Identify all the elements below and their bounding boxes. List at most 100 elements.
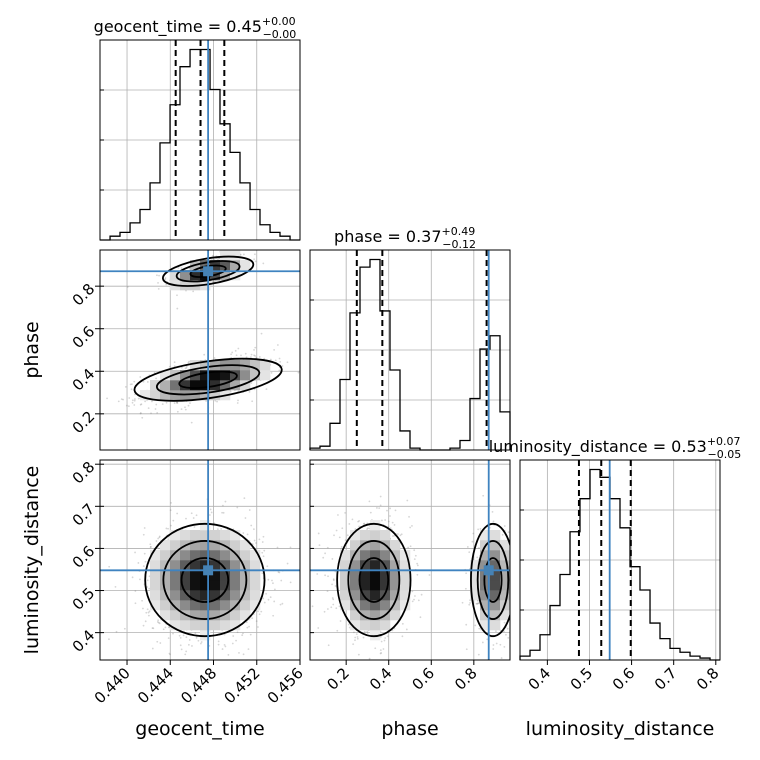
density-cell <box>500 570 510 581</box>
density-cell <box>500 560 510 571</box>
sample-point <box>151 627 154 629</box>
density-cell <box>220 570 231 581</box>
sample-point <box>304 360 306 362</box>
density-cell <box>160 550 171 561</box>
sample-point <box>242 632 244 635</box>
density-cell <box>200 560 211 571</box>
density-cell <box>190 380 201 391</box>
sample-point <box>168 365 171 368</box>
density-cell <box>200 550 211 561</box>
sample-point <box>376 507 378 509</box>
sample-point <box>179 644 182 647</box>
density-cell <box>250 550 261 561</box>
sample-point <box>194 632 197 634</box>
sample-point <box>122 398 125 401</box>
density-cell <box>160 370 171 381</box>
x-axis-phase: 0.2 0.4 0.6 0.8 phase <box>323 660 481 740</box>
sample-point <box>167 527 169 530</box>
sample-point <box>125 404 128 407</box>
panel-title: phase = 0.37+0.49 −0.12 <box>334 225 476 251</box>
sample-point <box>331 558 334 560</box>
sample-point <box>260 332 263 335</box>
sample-point <box>243 497 246 500</box>
sample-point <box>139 578 141 581</box>
density-cell <box>160 610 171 621</box>
sample-point <box>357 653 360 656</box>
density-cell <box>230 590 241 601</box>
sample-point <box>147 611 150 614</box>
sample-point <box>511 563 513 565</box>
sample-point <box>184 408 187 411</box>
sample-point <box>461 601 464 604</box>
density-cell <box>200 370 211 381</box>
sample-point <box>387 520 390 523</box>
sample-point <box>192 290 195 293</box>
sample-point <box>156 411 159 414</box>
sample-point <box>312 518 314 520</box>
density-cell <box>190 270 201 281</box>
sample-point <box>472 532 475 535</box>
y-tick-label: 0.5 <box>69 584 99 614</box>
sample-point <box>338 605 341 608</box>
sample-point <box>146 381 149 383</box>
sample-point <box>156 640 159 643</box>
sample-point <box>126 286 129 288</box>
sample-point <box>384 637 387 639</box>
density-cell <box>220 250 231 261</box>
density-cell <box>180 270 191 281</box>
sample-point <box>379 495 382 498</box>
sample-point <box>476 602 479 605</box>
sample-point <box>382 648 385 650</box>
hist-panel-luminosity_distance: luminosity_distance = 0.53+0.07 −0.05 <box>489 435 741 661</box>
density-cell <box>170 530 181 541</box>
sample-point <box>389 515 391 517</box>
inner-ticks <box>100 463 104 634</box>
sample-point <box>217 258 219 261</box>
sample-point <box>180 366 183 369</box>
sample-point <box>332 579 335 582</box>
sample-point <box>405 628 408 631</box>
density-cell <box>180 550 191 561</box>
sample-point <box>339 620 342 622</box>
density-cell <box>170 540 181 551</box>
sample-point <box>146 586 149 588</box>
sample-point <box>358 525 361 528</box>
sample-point <box>322 556 325 559</box>
sample-point <box>133 404 136 406</box>
density-cell <box>210 610 221 621</box>
density-cell <box>400 600 411 611</box>
sample-point <box>474 624 477 627</box>
density-cell <box>200 630 211 641</box>
density-cell <box>370 600 381 611</box>
density-cell <box>380 620 391 631</box>
sample-point <box>318 544 321 547</box>
density-cell <box>250 580 261 591</box>
sample-point <box>266 565 269 568</box>
x-tick-label: 0.7 <box>651 664 681 694</box>
sample-point <box>411 590 414 593</box>
density-cell <box>360 570 371 581</box>
density-cell <box>350 590 361 601</box>
sample-point <box>250 524 253 527</box>
density-cell <box>360 590 371 601</box>
sample-point <box>341 527 344 530</box>
sample-point <box>217 640 220 643</box>
sample-point <box>279 360 282 363</box>
title-upper: +0.07 <box>707 435 741 448</box>
density-cell <box>180 590 191 601</box>
density-cell <box>390 560 401 571</box>
sample-point <box>333 534 335 537</box>
sample-point <box>248 391 251 393</box>
sample-point <box>511 576 513 578</box>
sample-point <box>334 585 337 587</box>
sample-point <box>269 596 272 599</box>
sample-point <box>172 519 175 522</box>
density-cell <box>200 540 211 551</box>
contour-level-2 <box>336 522 412 638</box>
sample-point <box>270 372 273 374</box>
density-cell <box>160 540 171 551</box>
density-cell <box>340 580 351 591</box>
density-cell <box>210 590 221 601</box>
sample-point <box>324 552 327 555</box>
density-cell <box>490 610 501 621</box>
